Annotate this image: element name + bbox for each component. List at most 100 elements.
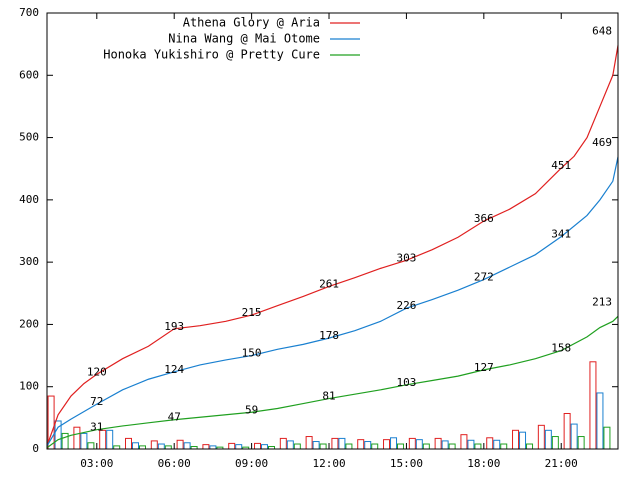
bar xyxy=(467,439,475,450)
bar xyxy=(422,443,430,450)
y-tick-label: 500 xyxy=(19,131,39,144)
x-tick-label: 12:00 xyxy=(312,457,345,470)
bar xyxy=(150,440,158,450)
x-tick-label: 18:00 xyxy=(467,457,500,470)
bar xyxy=(87,442,95,450)
bar xyxy=(500,443,508,450)
bar xyxy=(512,429,520,450)
data-label: 215 xyxy=(242,306,262,319)
series-line xyxy=(46,156,619,447)
bar xyxy=(312,441,320,450)
bar xyxy=(448,443,456,450)
bar xyxy=(80,432,88,450)
data-label: 31 xyxy=(90,421,103,434)
bar xyxy=(235,444,243,450)
bar xyxy=(202,444,210,450)
bar xyxy=(603,426,611,450)
x-tick-label: 15:00 xyxy=(390,457,423,470)
bar xyxy=(305,436,313,450)
data-label: 120 xyxy=(87,365,107,378)
bar xyxy=(176,439,184,450)
data-label: 341 xyxy=(551,228,571,241)
data-label: 103 xyxy=(396,376,416,389)
data-label: 648 xyxy=(592,24,612,37)
data-label: 366 xyxy=(474,212,494,225)
bar xyxy=(254,442,262,450)
bar xyxy=(125,437,133,450)
data-label: 81 xyxy=(322,390,335,403)
x-tick-label: 03:00 xyxy=(80,457,113,470)
series-line xyxy=(46,45,619,447)
bar xyxy=(345,443,353,450)
x-tick-label: 09:00 xyxy=(235,457,268,470)
bar xyxy=(261,444,269,450)
plot-border xyxy=(46,12,619,450)
bar xyxy=(319,443,327,450)
x-tick-label: 21:00 xyxy=(545,457,578,470)
data-label: 158 xyxy=(551,342,571,355)
bar xyxy=(441,440,449,450)
data-label: 226 xyxy=(396,299,416,312)
bar xyxy=(371,443,379,450)
y-tick-label: 600 xyxy=(19,68,39,81)
data-label: 47 xyxy=(168,411,181,424)
bar xyxy=(383,439,391,450)
data-label: 178 xyxy=(319,329,339,342)
bar xyxy=(364,441,372,450)
bar xyxy=(493,439,501,450)
bar xyxy=(589,361,597,450)
y-tick-label: 0 xyxy=(32,442,39,455)
bar xyxy=(397,443,405,450)
bar xyxy=(357,439,365,450)
bar xyxy=(551,436,559,450)
bar xyxy=(331,437,339,450)
data-label: 261 xyxy=(319,277,339,290)
bar xyxy=(526,443,534,450)
bar xyxy=(183,442,191,450)
data-label: 59 xyxy=(245,403,258,416)
x-tick-label: 06:00 xyxy=(158,457,191,470)
bar xyxy=(408,437,416,450)
bar xyxy=(228,442,236,450)
y-tick-label: 300 xyxy=(19,255,39,268)
legend-label: Athena Glory @ Aria xyxy=(183,16,320,30)
bar xyxy=(460,434,468,450)
data-label: 213 xyxy=(592,295,612,308)
data-label: 127 xyxy=(474,361,494,374)
bar xyxy=(106,429,114,450)
bar xyxy=(286,440,294,450)
data-label: 272 xyxy=(474,271,494,284)
bar xyxy=(570,423,578,450)
data-label: 451 xyxy=(551,159,571,172)
y-tick-label: 100 xyxy=(19,380,39,393)
y-tick-label: 400 xyxy=(19,193,39,206)
bar xyxy=(61,432,69,450)
data-label: 469 xyxy=(592,136,612,149)
bar xyxy=(390,437,398,450)
bar xyxy=(537,424,545,450)
data-label: 72 xyxy=(90,395,103,408)
bar xyxy=(132,442,140,450)
bar xyxy=(293,443,301,450)
bar xyxy=(279,437,287,450)
bar xyxy=(544,429,552,450)
data-label: 303 xyxy=(396,251,416,264)
bar xyxy=(434,437,442,450)
legend-label: Honoka Yukishiro @ Pretty Cure xyxy=(103,48,320,62)
bar xyxy=(338,437,346,450)
y-tick-label: 700 xyxy=(19,6,39,19)
legend-label: Nina Wang @ Mai Otome xyxy=(168,32,320,46)
y-tick-label: 200 xyxy=(19,317,39,330)
data-label: 124 xyxy=(164,363,184,376)
legend: Athena Glory @ Aria Nina Wang @ Mai Otome… xyxy=(103,16,360,62)
bar xyxy=(519,431,527,450)
bar xyxy=(577,436,585,450)
bar xyxy=(563,412,571,450)
bar xyxy=(157,443,165,450)
data-label: 193 xyxy=(164,320,184,333)
bar xyxy=(73,426,81,450)
data-label: 150 xyxy=(242,347,262,360)
bar xyxy=(415,439,423,450)
bar xyxy=(474,443,482,450)
